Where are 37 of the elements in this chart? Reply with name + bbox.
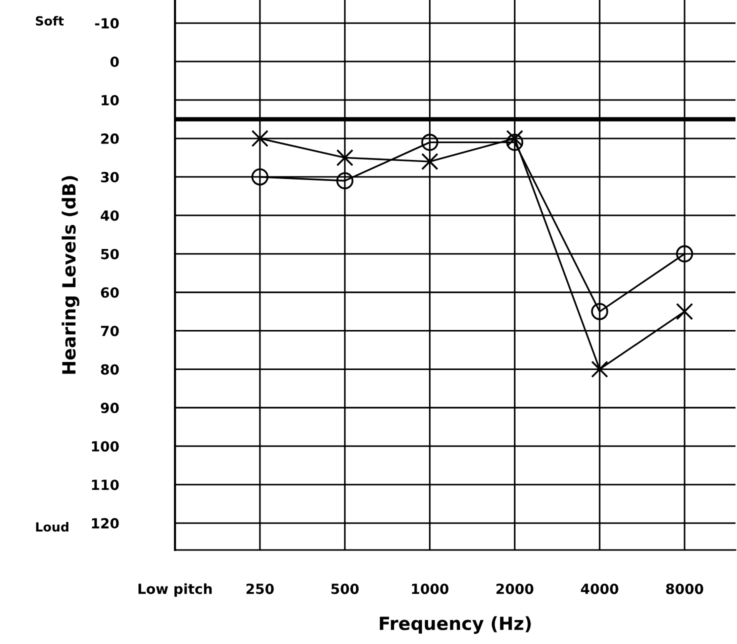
point [676, 302, 694, 320]
y-tick-label: 30 [101, 172, 119, 182]
y-tick-label: 100 [92, 441, 119, 452]
x-tick-label: 500 [331, 584, 359, 594]
y-tick-label: 80 [100, 364, 119, 375]
point [251, 130, 268, 148]
x-tick-label: Low pitch [138, 583, 212, 597]
y-tick-label: 40 [100, 210, 119, 221]
text: Loud [36, 522, 68, 532]
x-tick-label: 1000 [412, 584, 448, 594]
point [591, 302, 608, 320]
y-tick-label: 60 [100, 287, 119, 298]
y-tick-label: 10 [102, 94, 119, 106]
point [421, 134, 438, 151]
y-tick-label: 70 [101, 326, 119, 336]
y-axis-title: Hearing Levels (dB) [62, 176, 80, 374]
point [336, 149, 354, 166]
x-tick-label: 2000 [496, 584, 534, 594]
point [251, 168, 268, 186]
y-tick-label: 120 [92, 518, 119, 529]
y-tick-label: -10 [95, 18, 119, 29]
y-tick-label: 0 [110, 56, 119, 68]
point [506, 130, 524, 148]
y-tick-label: 20 [101, 133, 119, 144]
point [421, 152, 438, 170]
x-tick-label: 250 [246, 584, 274, 594]
x-tick-label: 4000 [580, 584, 618, 594]
y-tick-label: 110 [92, 480, 119, 490]
point [506, 134, 524, 151]
y-tick-label: 50 [101, 248, 119, 260]
x-axis-title: Frequency (Hz) [380, 616, 531, 634]
text: Soft [36, 16, 64, 26]
point [676, 245, 694, 262]
point [591, 360, 608, 378]
point [336, 172, 354, 190]
y-tick-label: 90 [100, 402, 119, 414]
x-tick-label: 8000 [666, 584, 704, 594]
